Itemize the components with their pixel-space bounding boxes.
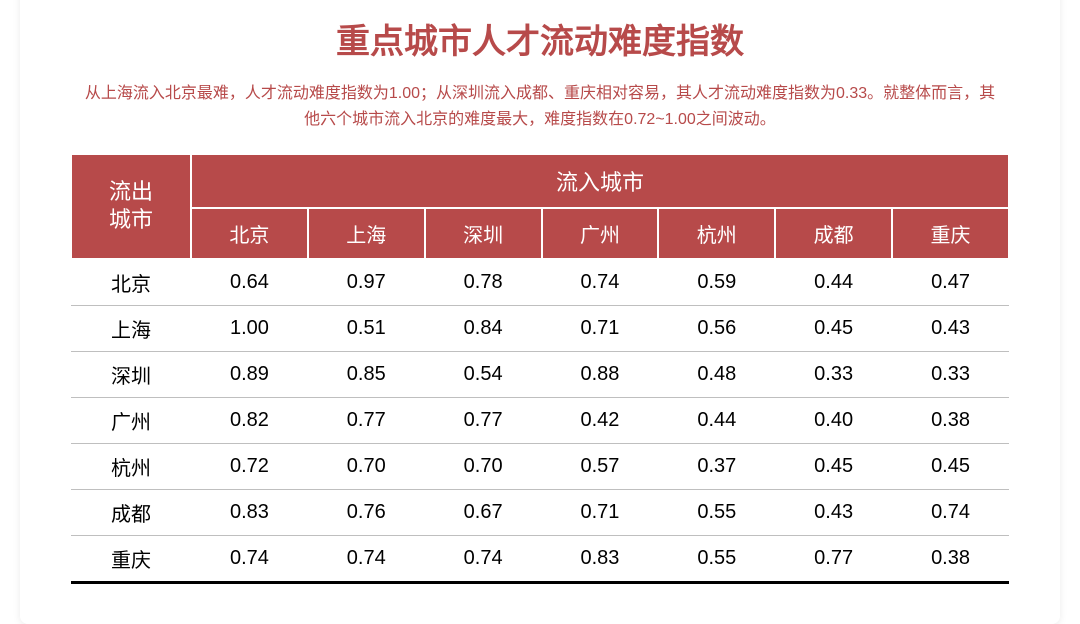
table-row: 成都0.830.760.670.710.550.430.74 — [71, 489, 1009, 535]
column-header: 北京 — [191, 208, 308, 259]
table-cell: 0.42 — [542, 397, 659, 443]
table-cell: 0.88 — [542, 351, 659, 397]
column-header: 深圳 — [425, 208, 542, 259]
row-label: 广州 — [71, 397, 191, 443]
table-row: 重庆0.740.740.740.830.550.770.38 — [71, 535, 1009, 582]
table-row: 北京0.640.970.780.740.590.440.47 — [71, 259, 1009, 306]
table-cell: 0.76 — [308, 489, 425, 535]
table-row: 深圳0.890.850.540.880.480.330.33 — [71, 351, 1009, 397]
table-cell: 0.70 — [308, 443, 425, 489]
column-header: 上海 — [308, 208, 425, 259]
table-cell: 0.64 — [191, 259, 308, 306]
table-row: 上海1.000.510.840.710.560.450.43 — [71, 305, 1009, 351]
table-cell: 0.83 — [542, 535, 659, 582]
table-cell: 0.77 — [425, 397, 542, 443]
column-header: 杭州 — [658, 208, 775, 259]
column-header: 重庆 — [892, 208, 1009, 259]
table-cell: 0.72 — [191, 443, 308, 489]
table-cell: 0.74 — [892, 489, 1009, 535]
table-cell: 0.83 — [191, 489, 308, 535]
row-label: 北京 — [71, 259, 191, 306]
table-cell: 0.51 — [308, 305, 425, 351]
table-cell: 0.45 — [892, 443, 1009, 489]
page-subtitle: 从上海流入北京最难，人才流动难度指数为1.00；从深圳流入成都、重庆相对容易，其… — [70, 81, 1010, 132]
table-row: 广州0.820.770.770.420.440.400.38 — [71, 397, 1009, 443]
table-cell: 0.59 — [658, 259, 775, 306]
table-cell: 0.89 — [191, 351, 308, 397]
table-cell: 0.77 — [308, 397, 425, 443]
table-cell: 0.77 — [775, 535, 892, 582]
column-headers-row: 北京上海深圳广州杭州成都重庆 — [71, 208, 1009, 259]
row-axis-label-line1: 流出 — [109, 179, 153, 204]
table-cell: 0.97 — [308, 259, 425, 306]
table-cell: 0.71 — [542, 305, 659, 351]
table-cell: 0.43 — [892, 305, 1009, 351]
table-cell: 0.37 — [658, 443, 775, 489]
table-cell: 0.44 — [658, 397, 775, 443]
table-cell: 0.45 — [775, 305, 892, 351]
table-cell: 0.55 — [658, 489, 775, 535]
table-cell: 0.54 — [425, 351, 542, 397]
table-cell: 0.33 — [892, 351, 1009, 397]
table-cell: 0.38 — [892, 397, 1009, 443]
table-cell: 0.78 — [425, 259, 542, 306]
table-cell: 0.74 — [308, 535, 425, 582]
table-cell: 0.74 — [191, 535, 308, 582]
page-title: 重点城市人才流动难度指数 — [70, 14, 1010, 63]
table-cell: 0.43 — [775, 489, 892, 535]
table-cell: 0.67 — [425, 489, 542, 535]
column-header: 成都 — [775, 208, 892, 259]
table-cell: 0.85 — [308, 351, 425, 397]
row-label: 重庆 — [71, 535, 191, 582]
column-header: 广州 — [542, 208, 659, 259]
row-label: 杭州 — [71, 443, 191, 489]
table-header: 流出 城市 流入城市 北京上海深圳广州杭州成都重庆 — [71, 154, 1009, 259]
row-axis-label-line2: 城市 — [109, 207, 153, 232]
table-cell: 1.00 — [191, 305, 308, 351]
table-cell: 0.74 — [425, 535, 542, 582]
table-cell: 0.74 — [542, 259, 659, 306]
col-axis-header: 流入城市 — [191, 154, 1009, 208]
table-cell: 0.44 — [775, 259, 892, 306]
table-cell: 0.55 — [658, 535, 775, 582]
table-cell: 0.84 — [425, 305, 542, 351]
table-cell: 0.71 — [542, 489, 659, 535]
table-cell: 0.47 — [892, 259, 1009, 306]
table-cell: 0.57 — [542, 443, 659, 489]
row-label: 上海 — [71, 305, 191, 351]
row-axis-header: 流出 城市 — [71, 154, 191, 259]
table-cell: 0.56 — [658, 305, 775, 351]
row-label: 成都 — [71, 489, 191, 535]
table-row: 杭州0.720.700.700.570.370.450.45 — [71, 443, 1009, 489]
table-cell: 0.45 — [775, 443, 892, 489]
table-cell: 0.70 — [425, 443, 542, 489]
content-card: 重点城市人才流动难度指数 从上海流入北京最难，人才流动难度指数为1.00；从深圳… — [20, 0, 1060, 624]
table-cell: 0.82 — [191, 397, 308, 443]
table-cell: 0.38 — [892, 535, 1009, 582]
data-table: 流出 城市 流入城市 北京上海深圳广州杭州成都重庆 北京0.640.970.78… — [70, 153, 1010, 584]
table-body: 北京0.640.970.780.740.590.440.47上海1.000.51… — [71, 259, 1009, 583]
table-cell: 0.40 — [775, 397, 892, 443]
table-cell: 0.48 — [658, 351, 775, 397]
row-label: 深圳 — [71, 351, 191, 397]
table-cell: 0.33 — [775, 351, 892, 397]
